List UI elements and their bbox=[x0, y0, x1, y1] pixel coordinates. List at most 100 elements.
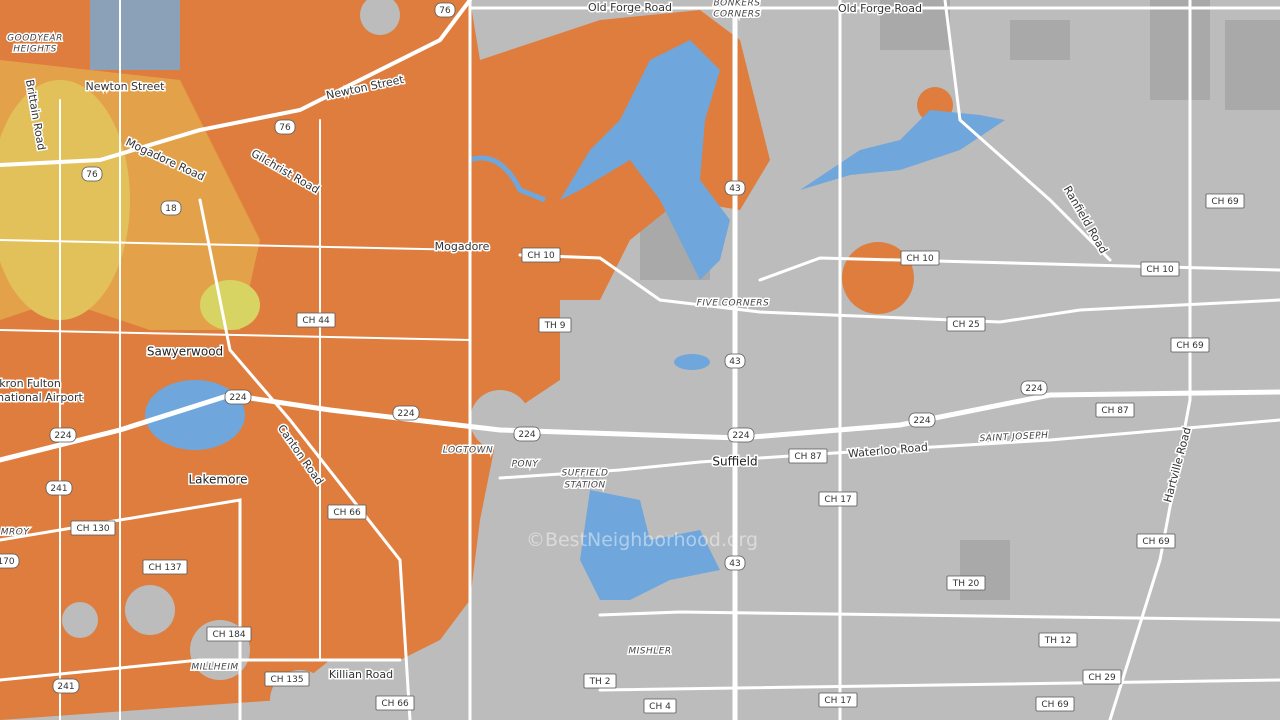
shield-label: 76 bbox=[439, 6, 451, 16]
shield-label: CH 10 bbox=[527, 251, 555, 261]
place-label: STATION bbox=[564, 481, 605, 491]
shield-box bbox=[724, 353, 746, 369]
shield-label: CH 10 bbox=[1146, 265, 1174, 275]
shield-label: CH 44 bbox=[302, 316, 330, 326]
shield-box bbox=[1038, 632, 1078, 648]
route-shield: TH 20 bbox=[946, 575, 986, 591]
route-shield: 241 bbox=[52, 678, 80, 694]
shield-label: CH 69 bbox=[1041, 700, 1069, 710]
route-shield: CH 44 bbox=[296, 312, 336, 328]
route-shield: 43 bbox=[724, 180, 746, 196]
shields: 76 76 76 18 CH 10 CH 10 CH 10 CH 44 TH 9 43 43 43 CH… bbox=[0, 2, 1245, 714]
watermark: ©BestNeighborhood.org bbox=[526, 529, 758, 551]
shield-box bbox=[538, 317, 572, 333]
shield-label: 224 bbox=[397, 409, 414, 419]
route-shield: CH 87 bbox=[788, 448, 828, 464]
shield-box bbox=[1170, 337, 1210, 353]
place-label: PONY bbox=[512, 460, 540, 470]
shield-label: CH 10 bbox=[906, 254, 934, 264]
route-shield: CH 135 bbox=[264, 671, 310, 687]
route-shield: 241 bbox=[45, 480, 73, 496]
shield-label: TH 12 bbox=[1044, 636, 1072, 646]
place-label: Newton Street bbox=[86, 80, 166, 93]
route-shield: CH 130 bbox=[70, 520, 116, 536]
route-shield: 224 bbox=[727, 427, 755, 443]
shield-label: CH 29 bbox=[1088, 673, 1116, 683]
shield-box bbox=[296, 312, 336, 328]
shield-box bbox=[264, 671, 310, 687]
shield-box bbox=[49, 427, 77, 443]
shield-box bbox=[946, 316, 986, 332]
shield-box bbox=[1020, 380, 1048, 396]
place-label: kron Fulton bbox=[0, 377, 61, 390]
place-label: Old Forge Road bbox=[588, 1, 672, 14]
shield-label: TH 2 bbox=[589, 677, 611, 687]
route-shield: CH 69 bbox=[1136, 533, 1176, 549]
shield-label: CH 4 bbox=[649, 702, 671, 712]
shield-label: CH 130 bbox=[76, 524, 109, 534]
place-label: Sawyerwood bbox=[147, 345, 223, 359]
place-label: GOODYEAR bbox=[7, 34, 63, 44]
route-shield: CH 69 bbox=[1170, 337, 1210, 353]
place-label: Old Forge Road bbox=[838, 2, 922, 15]
shield-box bbox=[724, 555, 746, 571]
shield-label: CH 184 bbox=[212, 630, 245, 640]
shield-box bbox=[434, 2, 456, 18]
shield-label: 43 bbox=[729, 559, 740, 569]
shield-label: 76 bbox=[86, 170, 98, 180]
route-shield: CH 17 bbox=[818, 491, 858, 507]
shield-label: CH 87 bbox=[794, 452, 821, 462]
shield-label: 241 bbox=[57, 682, 74, 692]
route-shield: CH 184 bbox=[206, 626, 252, 642]
shield-label: CH 66 bbox=[333, 508, 361, 518]
route-shield: 76 bbox=[81, 166, 103, 182]
shield-box bbox=[274, 119, 296, 135]
shield-box bbox=[1140, 261, 1180, 277]
route-shield: TH 2 bbox=[583, 673, 617, 689]
shield-label: 43 bbox=[729, 184, 740, 194]
place-label: national Airport bbox=[0, 391, 84, 404]
route-shield: 224 bbox=[513, 426, 541, 442]
route-shield: CH 4 bbox=[643, 698, 677, 714]
route-shield: 224 bbox=[49, 427, 77, 443]
route-shield: TH 12 bbox=[1038, 632, 1078, 648]
shield-box bbox=[724, 180, 746, 196]
shield-label: CH 25 bbox=[952, 320, 979, 330]
shield-box bbox=[818, 692, 858, 708]
shield-box bbox=[327, 504, 367, 520]
shield-box bbox=[45, 480, 73, 496]
shield-box bbox=[521, 247, 561, 263]
shield-box bbox=[1095, 402, 1135, 418]
route-shield: CH 69 bbox=[1205, 193, 1245, 209]
route-shield: 18 bbox=[160, 200, 182, 216]
shield-box bbox=[1082, 669, 1122, 685]
shield-label: CH 137 bbox=[148, 563, 181, 573]
heat-peak bbox=[0, 80, 130, 320]
route-shield: CH 25 bbox=[946, 316, 986, 332]
shield-label: CH 87 bbox=[1101, 406, 1128, 416]
place-label: FIVE CORNERS bbox=[697, 299, 770, 309]
place-label: LOGTOWN bbox=[443, 446, 494, 456]
shield-label: CH 69 bbox=[1176, 341, 1204, 351]
shield-box bbox=[727, 427, 755, 443]
shield-box bbox=[224, 389, 252, 405]
place-label: Mogadore bbox=[435, 240, 490, 253]
route-shield: CH 10 bbox=[521, 247, 561, 263]
route-shield: CH 10 bbox=[1140, 261, 1180, 277]
shield-label: 224 bbox=[54, 431, 71, 441]
route-shield: CH 69 bbox=[1035, 696, 1075, 712]
shield-label: 241 bbox=[50, 484, 67, 494]
shield-box bbox=[1205, 193, 1245, 209]
route-shield: 43 bbox=[724, 555, 746, 571]
shield-box bbox=[142, 559, 188, 575]
shield-box bbox=[206, 626, 252, 642]
shield-label: CH 17 bbox=[824, 696, 851, 706]
route-shield: CH 29 bbox=[1082, 669, 1122, 685]
shield-box bbox=[788, 448, 828, 464]
shield-box bbox=[70, 520, 116, 536]
shield-label: 224 bbox=[732, 431, 749, 441]
route-shield: 170 bbox=[0, 553, 20, 569]
